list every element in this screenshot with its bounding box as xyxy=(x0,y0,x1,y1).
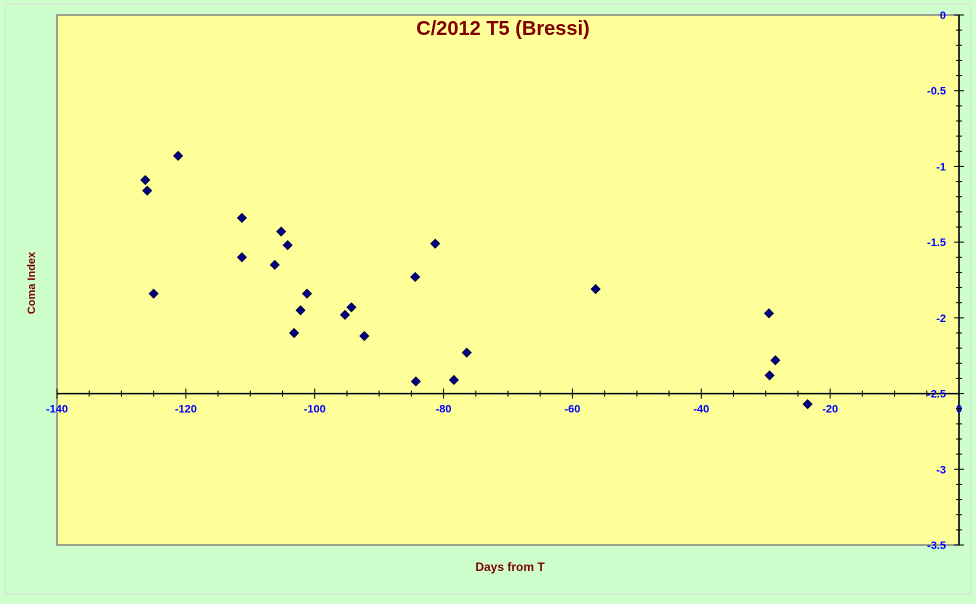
y-axis-ticks: 0 -0.5 -1 -1.5 -2 -2.5 -3 -3.5 xyxy=(927,10,964,552)
chart-title: C/2012 T5 (Bressi) xyxy=(416,18,589,40)
x-tick-label: -40 xyxy=(693,404,709,416)
data-point xyxy=(276,226,287,237)
x-tick-label: -100 xyxy=(304,404,326,416)
y-tick-label: 0 xyxy=(940,10,946,22)
y-tick-label: -2 xyxy=(936,313,946,325)
y-axis-title: Coma Index xyxy=(26,251,38,314)
data-point xyxy=(802,399,813,410)
y-tick-label: -2.5 xyxy=(927,389,946,401)
data-point xyxy=(339,309,351,320)
x-axis-ticks: -140 -120 -100 -80 -60 -40 -20 0 xyxy=(46,388,962,416)
y-tick-label: -1.5 xyxy=(927,237,946,249)
data-point xyxy=(269,259,280,270)
x-tick-label: -140 xyxy=(46,404,68,416)
data-point xyxy=(142,185,153,196)
data-point xyxy=(282,240,293,251)
data-point xyxy=(346,302,357,313)
data-point xyxy=(301,288,313,299)
y-tick-label: -3 xyxy=(936,464,946,476)
y-tick-label: -1 xyxy=(936,161,946,173)
data-point xyxy=(461,347,472,358)
data-points xyxy=(140,150,813,410)
data-point xyxy=(140,174,151,186)
data-point xyxy=(770,355,781,366)
data-point xyxy=(289,327,300,339)
x-tick-label: -80 xyxy=(436,404,452,416)
data-point xyxy=(236,252,247,263)
data-point xyxy=(295,305,306,316)
x-axis-title: Days from T xyxy=(475,560,545,574)
data-point xyxy=(448,374,459,386)
x-tick-label: -20 xyxy=(822,404,838,416)
data-point xyxy=(359,330,370,342)
data-point xyxy=(236,212,247,223)
y-tick-label: -3.5 xyxy=(927,540,946,552)
data-point xyxy=(410,376,421,387)
plot-area xyxy=(56,14,960,546)
data-point xyxy=(430,238,441,249)
data-point xyxy=(148,288,159,299)
data-point xyxy=(763,308,775,319)
x-tick-label: -60 xyxy=(564,404,580,416)
y-tick-label: -0.5 xyxy=(927,86,946,98)
x-tick-label: -120 xyxy=(175,404,197,416)
data-point xyxy=(590,284,601,295)
x-tick-label: 0 xyxy=(956,404,962,416)
data-point xyxy=(173,150,184,161)
data-point xyxy=(764,370,775,381)
data-point xyxy=(410,271,421,283)
